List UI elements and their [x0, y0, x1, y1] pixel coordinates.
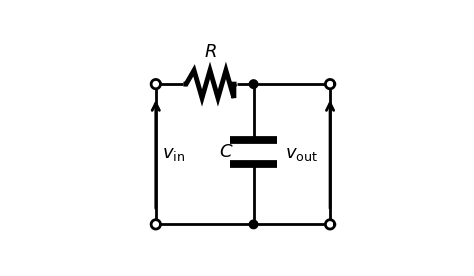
Text: $v_\mathrm{in}$: $v_\mathrm{in}$ — [162, 145, 185, 163]
Text: $v_\mathrm{out}$: $v_\mathrm{out}$ — [285, 145, 318, 163]
Polygon shape — [325, 220, 335, 229]
Text: $R$: $R$ — [204, 43, 217, 61]
Polygon shape — [249, 220, 258, 229]
Polygon shape — [151, 220, 161, 229]
Polygon shape — [325, 79, 335, 89]
Polygon shape — [151, 79, 161, 89]
Text: $C$: $C$ — [219, 143, 233, 161]
Polygon shape — [249, 80, 258, 88]
